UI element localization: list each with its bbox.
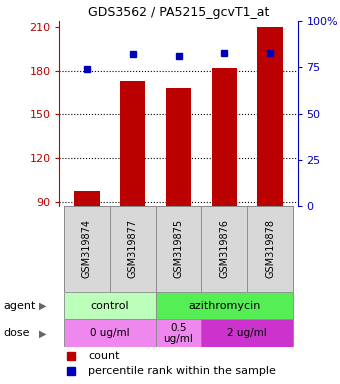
Text: ▶: ▶ bbox=[39, 328, 47, 338]
Text: dose: dose bbox=[3, 328, 30, 338]
Title: GDS3562 / PA5215_gcvT1_at: GDS3562 / PA5215_gcvT1_at bbox=[88, 5, 269, 18]
Text: agent: agent bbox=[3, 301, 36, 311]
Text: count: count bbox=[88, 351, 120, 361]
Bar bbox=[64, 292, 156, 319]
Bar bbox=[166, 88, 191, 206]
Bar bbox=[201, 319, 293, 347]
Text: GSM319878: GSM319878 bbox=[265, 219, 275, 278]
Text: 2 ug/ml: 2 ug/ml bbox=[227, 328, 267, 338]
Bar bbox=[64, 319, 156, 347]
Bar bbox=[64, 206, 110, 292]
Text: ▶: ▶ bbox=[39, 301, 47, 311]
Bar bbox=[110, 206, 156, 292]
Bar bbox=[156, 319, 201, 347]
Text: GSM319874: GSM319874 bbox=[82, 219, 92, 278]
Text: GSM319877: GSM319877 bbox=[128, 219, 138, 278]
Bar bbox=[156, 292, 293, 319]
Bar bbox=[120, 81, 145, 206]
Text: control: control bbox=[90, 301, 129, 311]
Bar bbox=[74, 191, 100, 206]
Bar bbox=[156, 206, 201, 292]
Bar bbox=[257, 27, 283, 206]
Text: 0 ug/ml: 0 ug/ml bbox=[90, 328, 130, 338]
Text: GSM319876: GSM319876 bbox=[219, 219, 229, 278]
Text: percentile rank within the sample: percentile rank within the sample bbox=[88, 366, 276, 376]
Bar bbox=[247, 206, 293, 292]
Bar bbox=[201, 206, 247, 292]
Bar bbox=[212, 68, 237, 206]
Text: azithromycin: azithromycin bbox=[188, 301, 260, 311]
Text: 0.5
ug/ml: 0.5 ug/ml bbox=[164, 323, 193, 344]
Text: GSM319875: GSM319875 bbox=[173, 219, 184, 278]
